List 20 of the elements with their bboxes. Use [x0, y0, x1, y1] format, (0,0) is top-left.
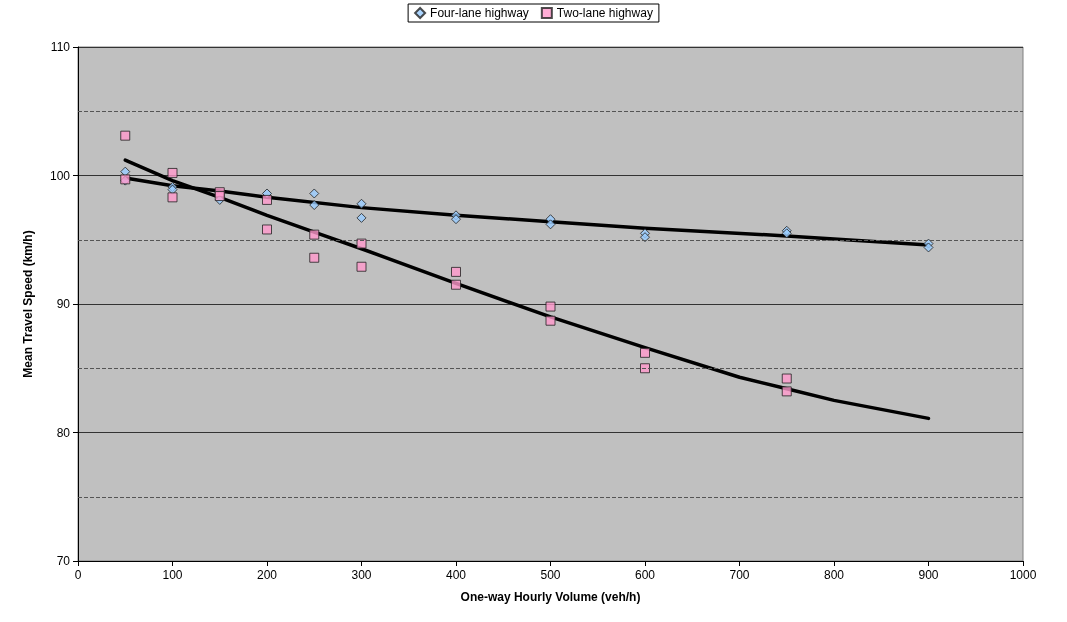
- x-axis-title: One-way Hourly Volume (veh/h): [460, 590, 641, 604]
- y-tick-label: 100: [49, 168, 71, 183]
- x-tick-label: 700: [729, 568, 750, 582]
- x-tick-label: 200: [256, 568, 278, 582]
- y-tick-label: 80: [56, 425, 71, 440]
- legend-label: Four-lane highway: [430, 6, 529, 20]
- x-tick-label: 0: [74, 568, 82, 582]
- y-tick-label: 90: [56, 297, 71, 311]
- y-axis-title: Mean Travel Speed (km/h): [21, 230, 35, 378]
- x-tick-label: 500: [540, 568, 561, 582]
- y-tick-label: 70: [56, 554, 71, 568]
- x-tick-label: 300: [351, 568, 372, 582]
- x-tick-label: 800: [823, 568, 845, 582]
- legend-label: Two-lane highway: [556, 6, 653, 20]
- x-tick-label: 100: [162, 568, 183, 582]
- x-tick-label: 1000: [1009, 568, 1037, 582]
- y-tick-label: 110: [50, 40, 71, 54]
- x-tick-label: 900: [918, 568, 939, 582]
- x-tick-label: 400: [445, 568, 467, 582]
- x-tick-label: 600: [634, 568, 656, 582]
